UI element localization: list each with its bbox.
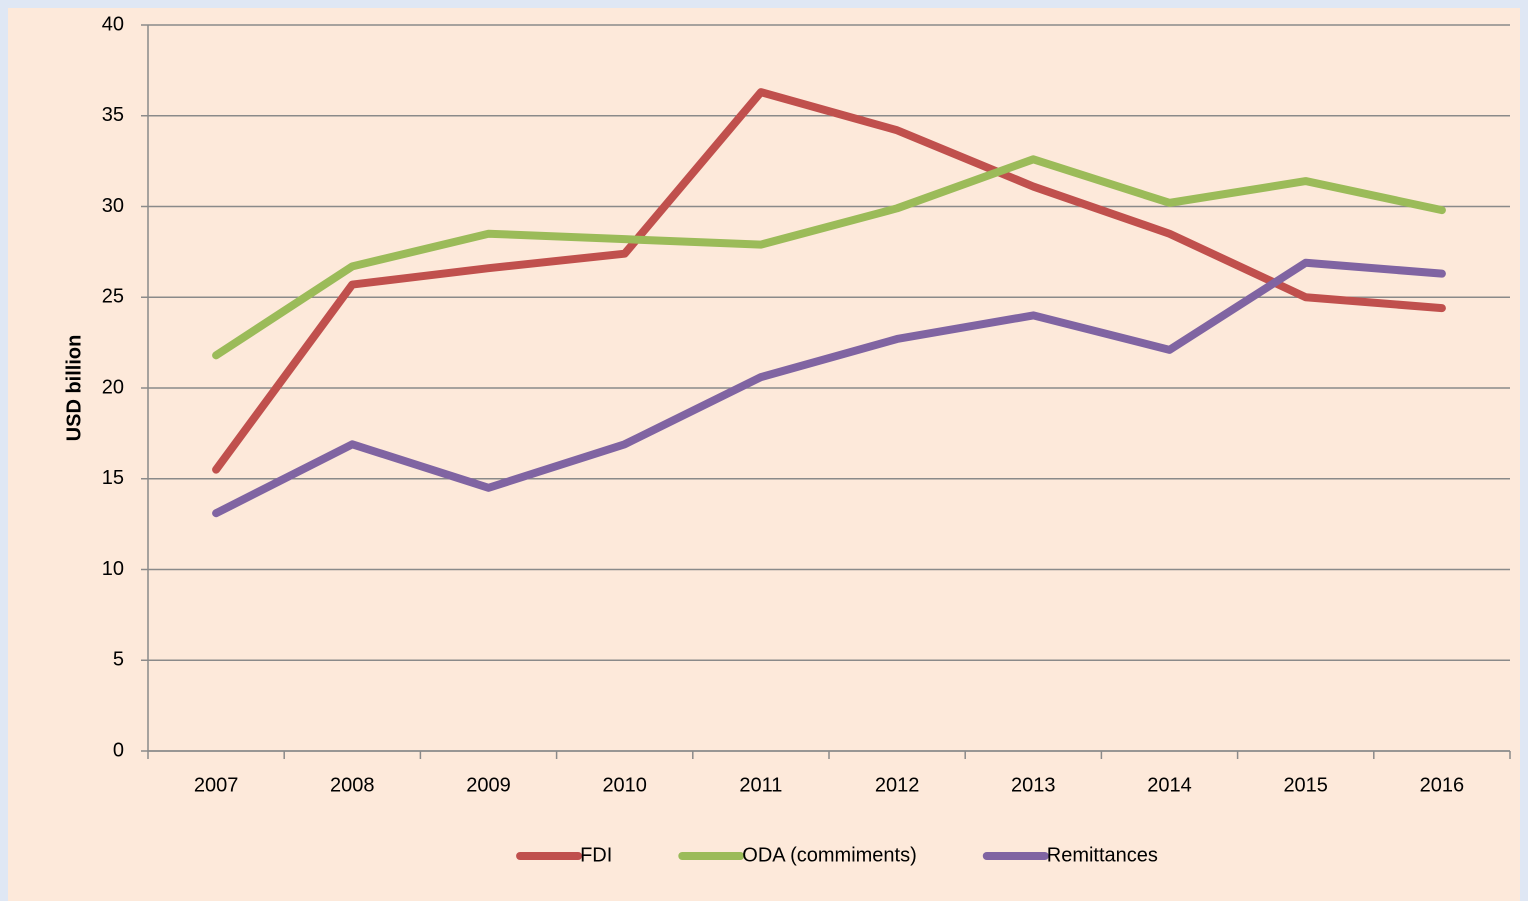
x-tick-label: 2016 [1420,774,1465,796]
y-tick-label: 40 [102,13,124,35]
x-tick-label: 2013 [1011,774,1056,796]
y-tick-label: 30 [102,195,124,217]
x-tick-label: 2008 [330,774,375,796]
y-tick-label: 15 [102,467,124,489]
legend-label: Remittances [1047,844,1158,866]
y-tick-label: 20 [102,376,124,398]
x-tick-label: 2015 [1283,774,1328,796]
x-tick-label: 2014 [1147,774,1192,796]
x-tick-label: 2011 [739,774,782,796]
legend-label: FDI [580,844,612,866]
y-axis-label: USD billion [63,335,85,442]
x-tick-label: 2007 [194,774,239,796]
x-tick-label: 2009 [466,774,511,796]
x-tick-label: 2010 [602,774,647,796]
y-tick-label: 35 [102,104,124,126]
data-line [212,258,1446,518]
data-line [212,155,1446,360]
legend-label: ODA (commiments) [742,844,916,866]
data-line [212,88,1446,474]
y-tick-label: 5 [113,649,124,671]
y-tick-label: 0 [113,739,124,761]
y-tick-label: 25 [102,286,124,308]
x-tick-label: 2012 [875,774,920,796]
y-tick-label: 10 [102,558,124,580]
chart-background [8,8,1520,901]
